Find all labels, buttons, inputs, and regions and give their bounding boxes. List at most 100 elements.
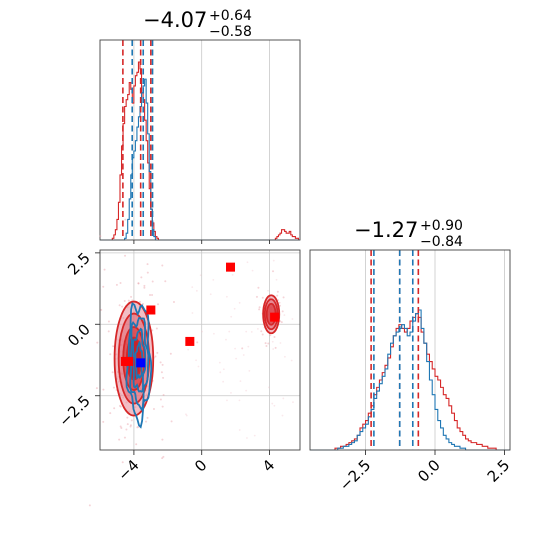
sample-point	[281, 414, 284, 417]
sample-point	[160, 371, 163, 374]
sample-point	[291, 318, 294, 320]
sample-point	[185, 414, 188, 417]
p1-title: −4.07 +0.64 −0.58	[143, 8, 252, 39]
sample-point	[219, 371, 222, 374]
sample-point	[123, 436, 126, 439]
sample-point	[201, 330, 203, 333]
sample-point	[141, 302, 144, 305]
sample-point	[107, 320, 110, 323]
sample-point	[246, 261, 249, 264]
sample-point	[112, 386, 115, 389]
sample-point	[218, 361, 221, 364]
sample-point	[161, 363, 164, 366]
sample-point	[209, 293, 212, 296]
sample-point	[137, 282, 140, 285]
sample-point	[238, 399, 241, 402]
sample-point	[238, 301, 241, 304]
sample-point	[149, 294, 152, 297]
sample-point	[230, 392, 232, 394]
sample-point	[162, 393, 165, 396]
sample-point	[250, 331, 253, 333]
sample-point	[169, 352, 172, 355]
sample-point	[196, 341, 199, 344]
sample-point	[137, 282, 140, 285]
sample-point	[191, 312, 194, 314]
p3-hist-series-series_b	[310, 309, 510, 451]
sample-point	[119, 425, 122, 428]
sample-point	[282, 296, 285, 299]
sample-point	[187, 348, 190, 351]
sample-point	[245, 389, 248, 392]
sample-point	[195, 289, 198, 292]
sample-point	[119, 405, 122, 408]
sample-point	[239, 380, 242, 383]
sample-point	[151, 329, 154, 332]
sample-point	[258, 306, 261, 309]
sample-point	[139, 300, 142, 303]
sample-point	[154, 355, 157, 358]
p1-hist-series-series_b	[100, 78, 300, 241]
sample-point	[143, 284, 146, 287]
sample-point	[284, 355, 286, 358]
sample-point	[256, 327, 259, 330]
sample-point	[261, 333, 264, 336]
p1-title-value: −4.07	[143, 8, 208, 32]
p2-marker-red	[124, 356, 134, 366]
sample-point	[276, 290, 279, 293]
sample-point	[283, 314, 286, 316]
p2-marker-red	[185, 336, 195, 346]
sample-point	[96, 341, 99, 344]
sample-point	[112, 345, 115, 348]
sample-point	[265, 345, 268, 348]
sample-point	[121, 461, 124, 464]
p3-title-plus: +0.90	[420, 218, 463, 234]
sample-point	[248, 369, 251, 372]
sample-point	[135, 443, 138, 446]
sample-point	[161, 438, 164, 441]
sample-point	[102, 285, 105, 288]
p2-ytick-label: 2.5	[64, 249, 94, 279]
p2-marker-red	[226, 262, 236, 272]
sample-point	[257, 286, 260, 289]
sample-point	[146, 271, 149, 274]
sample-point	[226, 399, 228, 402]
sample-point	[273, 335, 276, 338]
p1-title-plus: +0.64	[209, 8, 252, 24]
sample-point	[164, 280, 167, 283]
p2-ytick-label: −2.5	[55, 392, 93, 430]
sample-point	[278, 301, 281, 304]
sample-point	[121, 305, 124, 308]
sample-point	[245, 330, 248, 333]
sample-point	[102, 420, 105, 423]
sample-point	[272, 259, 275, 262]
sample-point	[260, 330, 263, 333]
sample-point	[282, 397, 285, 400]
sample-point	[88, 504, 91, 507]
sample-point	[195, 359, 197, 362]
sample-point	[230, 315, 233, 318]
p3-title-value: −1.27	[354, 218, 419, 242]
sample-point	[231, 273, 234, 276]
sample-point	[151, 280, 154, 283]
sample-point	[126, 423, 129, 426]
sample-point	[161, 457, 164, 460]
sample-point	[290, 359, 293, 362]
sample-point	[145, 420, 148, 423]
sample-point	[264, 342, 267, 345]
p2-frame	[99, 249, 301, 451]
p3-title: −1.27 +0.90 −0.84	[354, 218, 463, 249]
sample-point	[129, 425, 132, 428]
sample-point	[280, 321, 283, 324]
p2-marker-red	[146, 305, 156, 315]
sample-point	[247, 345, 250, 348]
sample-point	[213, 332, 215, 335]
p3-xtick-label: 2.5	[484, 456, 514, 486]
sample-point	[251, 269, 254, 272]
sample-point	[118, 438, 121, 441]
sample-point	[272, 348, 275, 350]
sample-point	[143, 286, 146, 289]
sample-point	[228, 330, 231, 333]
sample-point	[261, 296, 264, 299]
sample-point	[255, 295, 258, 298]
